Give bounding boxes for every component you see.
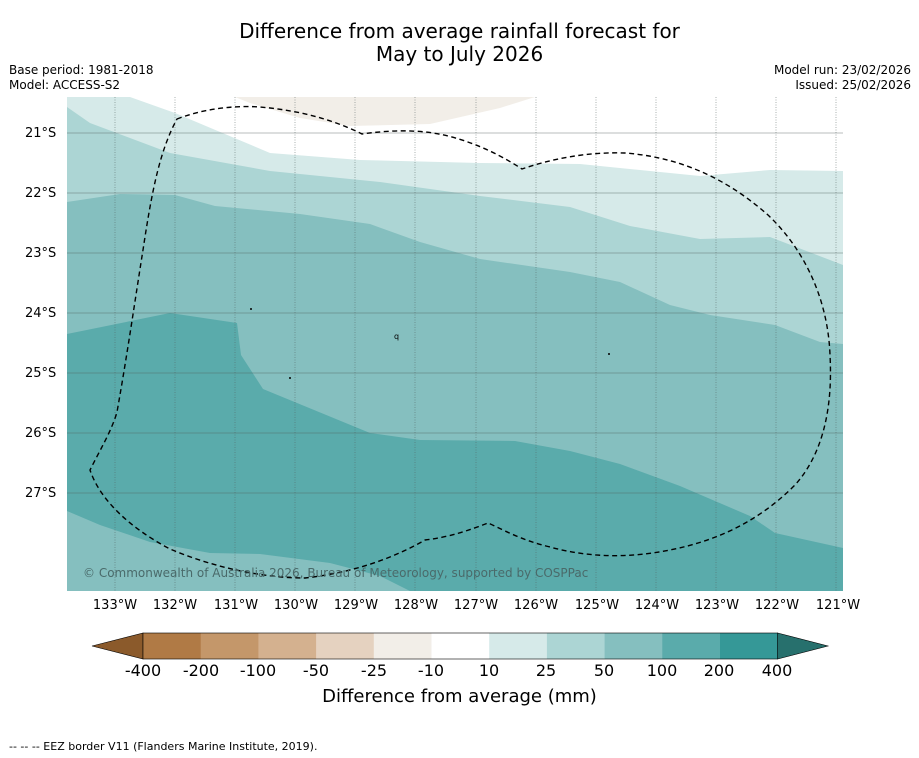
region-100-200-lower-band: [67, 511, 410, 591]
lat-label: 22°S: [25, 186, 57, 201]
colorbar-swatch: [316, 633, 375, 659]
lon-label: 124°W: [634, 598, 680, 613]
colorbar-tick-label: -10: [417, 661, 445, 680]
lat-label: 26°S: [25, 426, 57, 441]
colorbar-tick-label: -25: [360, 661, 388, 680]
lon-label: 128°W: [393, 598, 439, 613]
eez-border: [89, 105, 832, 579]
lat-label: 21°S: [25, 126, 57, 141]
region-neg10-neg25: [235, 97, 535, 126]
lon-label: 129°W: [333, 598, 379, 613]
colorbar-tick-label: 400: [761, 661, 793, 680]
colorbar-tick-label: -50: [302, 661, 330, 680]
eez-legend-note: -- -- -- EEZ border V11 (Flanders Marine…: [9, 740, 318, 753]
lat-label: 24°S: [25, 306, 57, 321]
colorbar-tick-label: -100: [239, 661, 277, 680]
latitude-gridlines: [67, 132, 843, 494]
colorbar: [91, 632, 830, 660]
colorbar-tick-label: 10: [478, 661, 500, 680]
colorbar-title: Difference from average (mm): [322, 686, 597, 707]
colorbar-swatch: [258, 633, 317, 659]
model-text: Model: ACCESS-S2: [9, 78, 121, 92]
island-marker: [250, 308, 252, 310]
colorbar-extend-low: [91, 632, 144, 660]
map-title-line2: May to July 2026: [375, 42, 544, 66]
issued-text: Issued: 25/02/2026: [795, 78, 911, 92]
rainfall-contour-fields: q: [67, 97, 843, 591]
lon-label: 133°W: [92, 598, 138, 613]
colorbar-swatch: [143, 633, 202, 659]
lon-label: 127°W: [453, 598, 499, 613]
colorbar-swatch: [604, 633, 663, 659]
copyright-notice: © Commonwealth of Australia 2026, Bureau…: [83, 566, 589, 580]
colorbar-tick-label: 100: [646, 661, 678, 680]
colorbar-swatch: [373, 633, 432, 659]
colorbar-frame: [142, 632, 779, 660]
lat-label: 27°S: [25, 486, 57, 501]
lon-label: 130°W: [273, 598, 319, 613]
lon-label: 125°W: [574, 598, 620, 613]
region-100-200: [67, 313, 843, 591]
colorbar-tick-label: -200: [182, 661, 220, 680]
lon-label: 131°W: [213, 598, 259, 613]
island-outline-label: q: [394, 332, 399, 341]
lat-label: 25°S: [25, 366, 57, 381]
lon-label: 132°W: [152, 598, 198, 613]
lon-label: 122°W: [754, 598, 800, 613]
lon-label: 126°W: [513, 598, 559, 613]
island-marker: [608, 353, 610, 355]
base-period-text: Base period: 1981-2018: [9, 63, 154, 77]
colorbar-swatch: [720, 633, 779, 659]
colorbar-swatch: [662, 633, 721, 659]
lon-label: 121°W: [815, 598, 861, 613]
lon-label: 123°W: [694, 598, 740, 613]
colorbar-swatch: [546, 633, 606, 659]
colorbar-swatch: [431, 633, 490, 659]
colorbar-swatch: [489, 633, 548, 659]
colorbar-tick-label: -400: [124, 661, 162, 680]
map-title-line1: Difference from average rainfall forecas…: [239, 19, 680, 43]
colorbar-tick-label: 50: [593, 661, 615, 680]
colorbar-swatch: [200, 633, 259, 659]
colorbar-extend-high: [777, 632, 830, 660]
model-run-text: Model run: 23/02/2026: [773, 63, 911, 77]
lat-label: 23°S: [25, 246, 57, 261]
colorbar-tick-label: 25: [535, 661, 557, 680]
colorbar-tick-label: 200: [703, 661, 735, 680]
island-marker: [289, 377, 291, 379]
